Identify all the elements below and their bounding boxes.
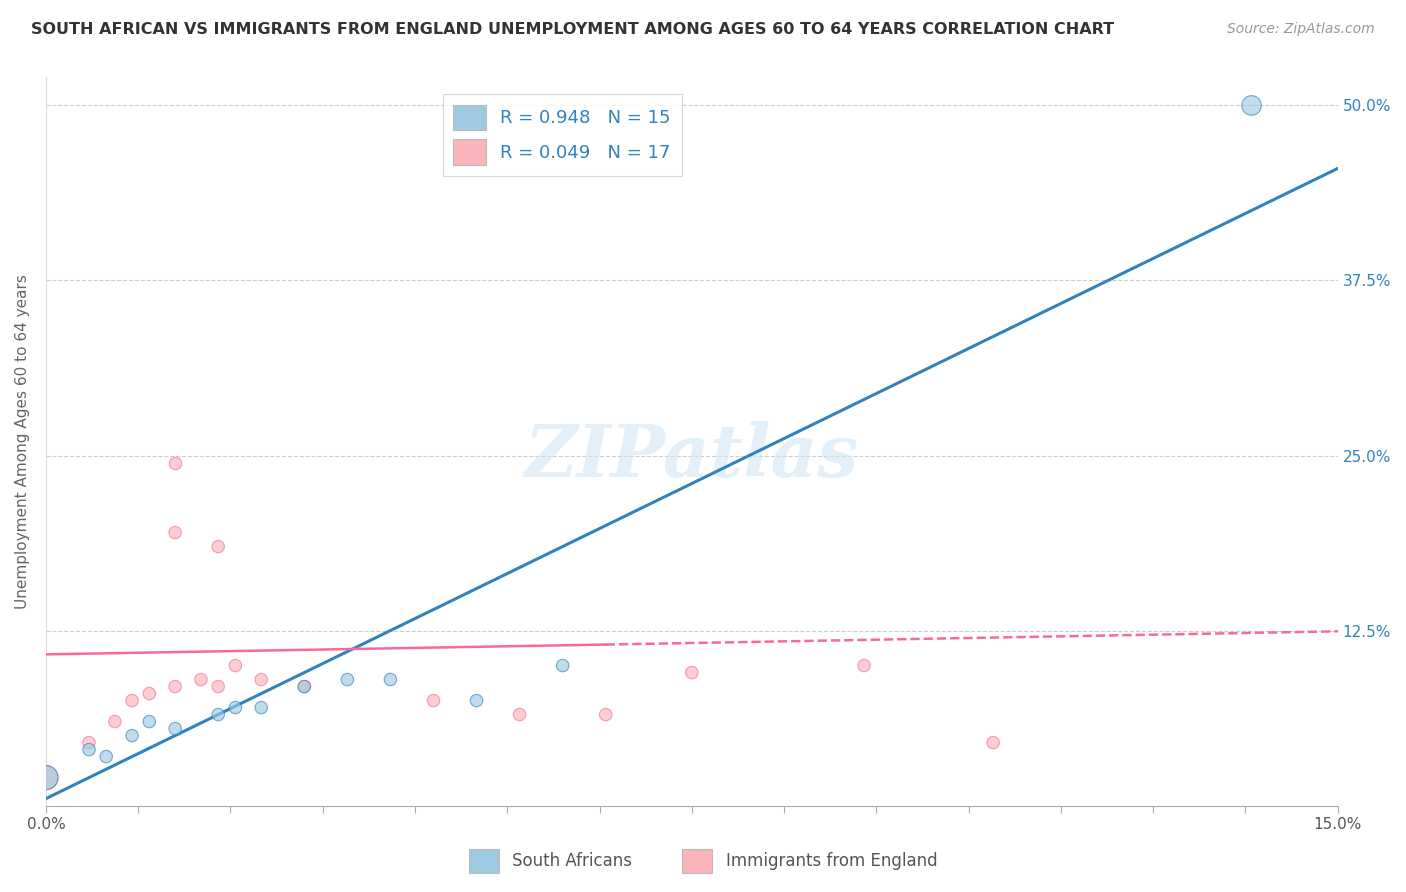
Point (336, 673, 359, 687)
Point (35, 771, 58, 785)
Point (681, 665, 703, 680)
Point (595, 707, 617, 722)
Point (551, 658, 574, 673)
Point (138, 714, 160, 729)
Point (224, 658, 246, 673)
Point (77, 742, 100, 756)
Point (1240, 98, 1263, 112)
Point (224, 700, 246, 714)
Point (35, 771, 58, 785)
Text: Source: ZipAtlas.com: Source: ZipAtlas.com (1227, 22, 1375, 37)
Point (96, 749, 118, 764)
Legend: South Africans, Immigrants from England: South Africans, Immigrants from England (463, 842, 943, 880)
Point (853, 658, 876, 673)
Point (981, 735, 1004, 749)
Point (104, 714, 127, 729)
Point (190, 673, 212, 687)
Point (207, 540, 229, 554)
Point (121, 729, 143, 743)
Point (292, 680, 315, 694)
Point (121, 693, 143, 707)
Point (77, 735, 100, 749)
Point (250, 673, 273, 687)
Point (138, 687, 160, 701)
Point (165, 680, 187, 694)
Point (292, 680, 315, 694)
Point (422, 693, 444, 707)
Text: ZIPatlas: ZIPatlas (524, 421, 859, 491)
Point (250, 700, 273, 714)
Legend: R = 0.948   N = 15, R = 0.049   N = 17: R = 0.948 N = 15, R = 0.049 N = 17 (443, 94, 682, 176)
Point (207, 680, 229, 694)
Point (465, 693, 488, 707)
Text: SOUTH AFRICAN VS IMMIGRANTS FROM ENGLAND UNEMPLOYMENT AMONG AGES 60 TO 64 YEARS : SOUTH AFRICAN VS IMMIGRANTS FROM ENGLAND… (31, 22, 1114, 37)
Point (165, 456, 187, 470)
Point (380, 673, 402, 687)
Point (509, 707, 531, 722)
Point (207, 707, 229, 722)
Point (165, 722, 187, 736)
Y-axis label: Unemployment Among Ages 60 to 64 years: Unemployment Among Ages 60 to 64 years (15, 274, 30, 609)
Point (165, 525, 187, 540)
